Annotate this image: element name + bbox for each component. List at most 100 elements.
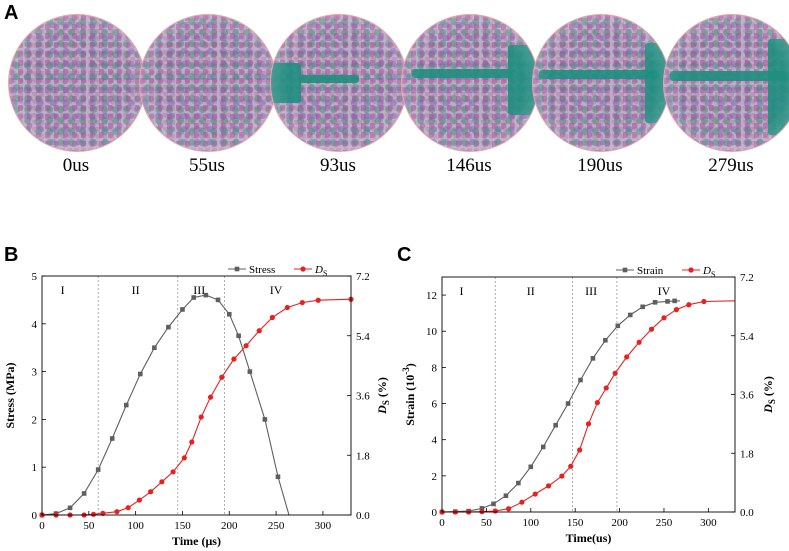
y-tick-label: 4 (32, 319, 38, 331)
data-point (125, 505, 131, 511)
frame-label: 0us (62, 155, 90, 176)
x-tick-label: 150 (567, 517, 584, 529)
frame-label: 55us (189, 155, 225, 176)
legend-label-main: D (702, 265, 711, 277)
data-point (516, 480, 521, 486)
data-point (503, 493, 509, 499)
y2-axis-label: DS (%) (375, 377, 390, 415)
y-tick-label: 4 (432, 435, 438, 447)
y-axis-label: Strain (10-3) (401, 363, 417, 426)
data-point (519, 499, 525, 505)
panel-b-letter: B (4, 244, 19, 266)
y-tick-label: 8 (432, 362, 438, 374)
x-tick-label: 150 (174, 520, 191, 532)
frame-55us (139, 14, 277, 152)
y2-label-unit: (%) (761, 376, 775, 399)
data-point (109, 436, 115, 441)
data-point (170, 469, 176, 475)
x-tick-label: 50 (83, 520, 95, 532)
data-point (207, 394, 214, 400)
data-point (284, 304, 290, 311)
y-tick-label: 3 (32, 367, 38, 379)
y2-axis-label: DS (%) (761, 376, 777, 414)
y2-tick-label: 7.2 (740, 272, 754, 284)
data-point (559, 473, 565, 479)
data-point (191, 295, 196, 300)
legend-label: DS (314, 264, 327, 278)
data-point (262, 417, 268, 422)
stage-label: I (460, 284, 464, 298)
legend-marker (234, 266, 240, 272)
y2-label-unit: (%) (375, 377, 389, 400)
x-tick-label: 50 (481, 517, 493, 529)
series-line-Strain (442, 300, 680, 512)
stage-label: IV (270, 283, 283, 297)
crack-mark (271, 63, 301, 103)
y2-tick-label: 5.4 (740, 331, 754, 343)
data-point (545, 483, 552, 489)
strain-chart: I II III IV0 50 100 150 200 250 3000246810120.01.… (401, 265, 777, 545)
data-point (180, 307, 185, 312)
data-point (219, 374, 225, 380)
y-tick-label: 1 (32, 462, 38, 474)
data-point (532, 491, 538, 497)
y-label-main: Strain (10 (403, 375, 417, 426)
data-point (123, 402, 129, 408)
x-axis-label: Time(us) (566, 531, 612, 545)
data-point (594, 400, 600, 406)
data-point (565, 401, 571, 406)
x-tick-label: 0 (39, 520, 45, 532)
data-point (114, 509, 120, 515)
data-point (540, 444, 546, 450)
frame-label: 190us (577, 155, 623, 176)
y-tick-label: 2 (432, 471, 438, 483)
x-axis-label: Time (μs) (172, 534, 221, 548)
x-tick-label: 0 (439, 517, 445, 529)
y-label-sup: -3 (401, 367, 411, 375)
data-point (624, 354, 630, 360)
data-point (152, 345, 157, 350)
data-point (315, 297, 321, 303)
frame-279us (663, 14, 789, 152)
series-line-D_S (42, 298, 351, 515)
y2-tick-label: 1.8 (740, 448, 754, 460)
data-point (148, 489, 154, 495)
frame-93us (270, 14, 408, 152)
data-point (198, 414, 204, 420)
data-point (138, 371, 143, 377)
data-point (665, 299, 670, 304)
x-tick-label: 200 (611, 517, 628, 529)
frame-0us (8, 14, 146, 152)
data-point (226, 311, 232, 317)
data-point (636, 339, 642, 345)
x-tick-label: 250 (268, 520, 285, 532)
y2-label-main: D (375, 405, 389, 415)
y2-tick-label: 7.2 (356, 271, 370, 283)
legend-marker (622, 267, 628, 273)
data-point (215, 297, 221, 303)
series-line-Stress (42, 294, 290, 515)
crack-mark (299, 75, 359, 83)
data-point (203, 292, 209, 298)
crack-mark (768, 39, 789, 135)
data-point (275, 474, 281, 480)
x-tick-label: 250 (656, 517, 673, 529)
data-point (90, 511, 97, 517)
y2-tick-label: 5.4 (356, 331, 370, 343)
data-point (603, 337, 608, 343)
data-point (159, 479, 165, 485)
frame-190us (532, 14, 670, 152)
plot-frame (41, 275, 352, 516)
frame-label: 279us (708, 155, 754, 176)
data-point (247, 369, 253, 374)
y-label-close: ) (403, 363, 417, 367)
y2-label-sub: S (767, 399, 777, 404)
legend-marker (688, 267, 694, 273)
y2-label-main: D (761, 404, 775, 414)
data-point (491, 501, 496, 507)
data-point (652, 300, 658, 305)
y2-tick-label: 0.0 (740, 507, 754, 519)
data-point (95, 467, 101, 472)
data-point (585, 421, 592, 427)
y-tick-label: 5 (32, 271, 38, 283)
